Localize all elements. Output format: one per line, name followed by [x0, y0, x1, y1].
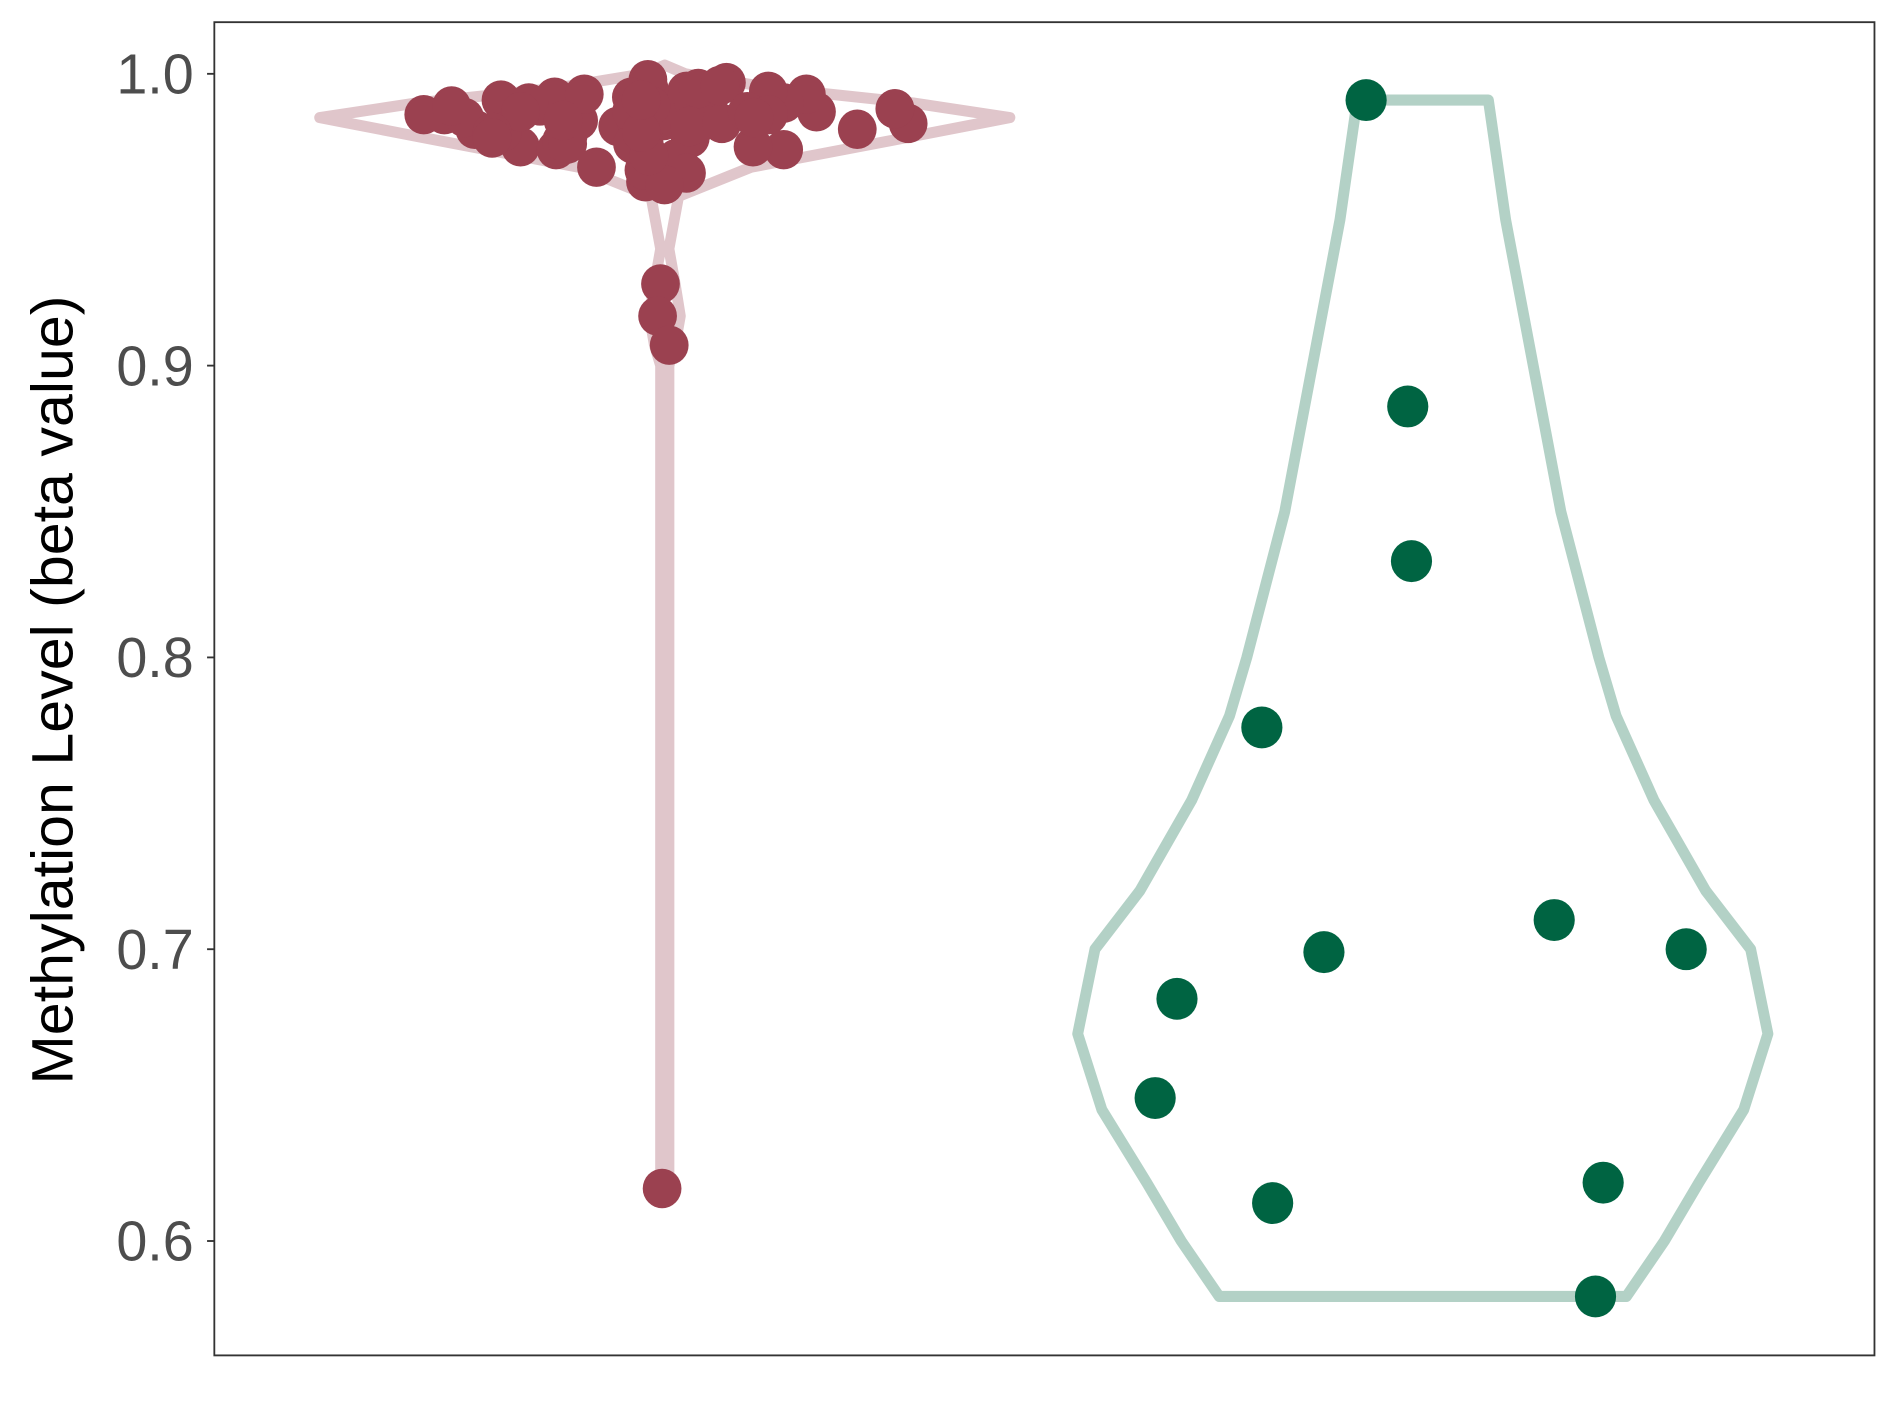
y-axis-label: Methylation Level (beta value)	[21, 296, 85, 1085]
data-point	[875, 89, 915, 129]
data-point	[1345, 79, 1387, 122]
data-point	[670, 106, 709, 147]
data-point	[1533, 899, 1575, 941]
data-point	[622, 112, 661, 152]
violin-1	[314, 59, 1016, 1195]
y-tick-label: 0.7	[116, 917, 193, 981]
y-axis: 0.6 0.7 0.8 0.9 1.0	[116, 42, 215, 1273]
data-point	[1252, 1182, 1294, 1225]
data-point	[1665, 928, 1707, 971]
violins	[314, 59, 1774, 1302]
data-points	[404, 59, 1707, 1318]
data-point	[642, 1168, 682, 1209]
y-tick-label: 0.6	[116, 1209, 193, 1273]
data-point	[1574, 1275, 1617, 1318]
data-point	[1134, 1077, 1176, 1119]
plot-panel-border	[213, 21, 1876, 1357]
data-point	[1241, 706, 1283, 749]
data-point	[621, 80, 661, 120]
data-point	[1387, 385, 1429, 428]
data-point	[733, 127, 773, 167]
violin-2	[1072, 94, 1774, 1302]
y-tick-label: 0.9	[116, 334, 193, 398]
data-point	[734, 97, 774, 138]
data-point	[764, 129, 804, 170]
data-point	[837, 109, 877, 149]
data-point	[645, 164, 684, 205]
y-tick-label: 0.8	[116, 626, 193, 690]
data-point	[564, 74, 604, 114]
y-tick-label: 1.0	[116, 42, 193, 106]
data-point	[501, 92, 540, 132]
data-point	[1390, 540, 1433, 583]
data-point	[1156, 977, 1198, 1020]
data-point	[1303, 931, 1345, 974]
data-point	[577, 147, 616, 187]
data-point	[649, 325, 689, 365]
data-point	[543, 100, 583, 141]
data-point	[432, 86, 471, 126]
data-point	[700, 65, 740, 106]
data-point	[641, 264, 680, 304]
data-point	[1582, 1161, 1624, 1204]
data-point	[472, 118, 512, 158]
